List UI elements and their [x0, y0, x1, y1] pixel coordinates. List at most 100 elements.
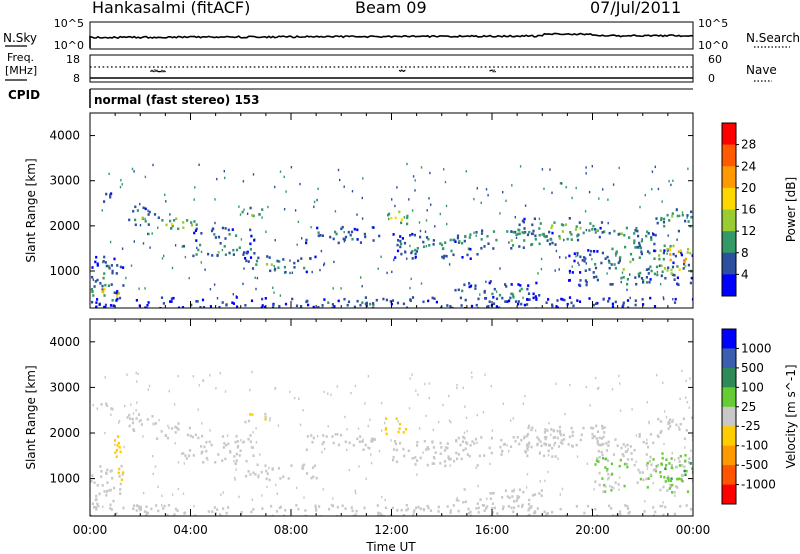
echo-pixel: [140, 423, 143, 426]
echo-pixel: [90, 479, 93, 483]
scatter-pixel: [635, 460, 637, 463]
echo-pixel: [321, 442, 324, 446]
echo-pixel: [602, 435, 605, 439]
echo-pixel: [396, 301, 400, 305]
echo-pixel: [154, 422, 158, 425]
echo-pixel: [104, 261, 107, 264]
scatter-pixel: [364, 402, 366, 405]
echo-pixel: [489, 280, 492, 283]
echo-pixel: [626, 465, 629, 469]
echo-pixel: [492, 247, 495, 250]
echo-pixel: [563, 438, 566, 441]
echo-pixel: [476, 253, 479, 256]
echo-pixel: [464, 235, 467, 239]
echo-pixel: [397, 239, 400, 242]
echo-pixel: [496, 512, 499, 515]
scatter-pixel: [223, 170, 225, 173]
echo-pixel: [264, 415, 267, 419]
x-axis-label: Time UT: [365, 540, 416, 554]
echo-pixel: [188, 426, 191, 430]
echo-pixel: [553, 221, 556, 224]
scatter-pixel: [522, 296, 524, 299]
echo-pixel: [356, 238, 359, 241]
noise-left-label: N.Sky: [3, 31, 38, 45]
scatter-pixel: [381, 495, 383, 499]
scatter-pixel: [320, 249, 323, 253]
echo-pixel: [426, 446, 429, 449]
echo-pixel: [543, 454, 546, 458]
scatter-pixel: [631, 408, 633, 411]
echo-pixel: [372, 302, 375, 305]
echo-pixel: [431, 462, 434, 465]
echo-pixel: [300, 257, 303, 260]
scatter-pixel: [672, 298, 674, 301]
scatter-pixel: [539, 480, 541, 483]
echo-pixel: [128, 424, 131, 428]
scatter-pixel: [303, 496, 305, 499]
echo-pixel: [247, 470, 250, 473]
y-tick-label: 1000: [49, 472, 80, 486]
echo-pixel: [111, 269, 114, 273]
echo-pixel: [170, 297, 173, 300]
scatter-pixel: [380, 402, 383, 405]
echo-pixel: [331, 504, 334, 508]
scatter-pixel: [139, 224, 142, 227]
echo-pixel: [492, 302, 496, 305]
echo-pixel: [129, 417, 132, 420]
echo-pixel: [475, 231, 478, 234]
echo-pixel: [600, 437, 604, 440]
scatter-pixel: [456, 383, 458, 387]
colorbar-segment: [722, 406, 736, 427]
echo-pixel: [475, 507, 478, 510]
echo-pixel: [603, 483, 606, 487]
echo-pixel: [235, 234, 238, 237]
echo-pixel: [561, 230, 564, 233]
echo-pixel: [348, 441, 351, 445]
scatter-pixel: [157, 226, 159, 229]
echo-pixel: [522, 246, 525, 249]
scatter-pixel: [333, 260, 335, 264]
echo-pixel: [681, 474, 684, 477]
scatter-pixel: [259, 453, 261, 456]
echo-pixel: [671, 420, 674, 423]
scatter-pixel: [424, 230, 427, 233]
freq-dip-point: [158, 71, 160, 73]
echo-pixel: [542, 232, 545, 236]
scatter-pixel: [420, 282, 423, 285]
echo-pixel: [315, 476, 318, 480]
colorbar-segment: [722, 144, 736, 167]
echo-pixel: [468, 236, 471, 239]
scatter-pixel: [443, 168, 445, 171]
echo-pixel: [195, 227, 198, 231]
echo-pixel: [279, 505, 282, 509]
echo-pixel: [536, 507, 539, 510]
echo-pixel: [654, 469, 658, 473]
echo-pixel: [611, 283, 614, 286]
echo-pixel: [590, 426, 593, 430]
echo-pixel: [685, 469, 688, 473]
echo-pixel: [594, 508, 597, 511]
echo-pixel: [608, 231, 611, 235]
echo-pixel: [353, 227, 356, 231]
echo-pixel: [122, 266, 125, 269]
echo-pixel: [619, 458, 622, 462]
echo-pixel: [249, 242, 252, 246]
echo-pixel: [538, 227, 541, 230]
colorbar-tick-label: 25: [741, 400, 756, 414]
echo-pixel: [608, 504, 611, 508]
echo-pixel: [101, 288, 104, 291]
scatter-pixel: [548, 421, 550, 425]
scatter-pixel: [418, 221, 421, 224]
echo-pixel: [254, 473, 257, 476]
scatter-pixel: [313, 205, 315, 209]
echo-pixel: [684, 219, 687, 223]
echo-pixel: [520, 438, 523, 442]
echo-pixel: [309, 257, 312, 260]
echo-pixel: [111, 407, 114, 411]
echo-pixel: [407, 449, 410, 453]
echo-pixel: [458, 240, 461, 243]
echo-pixel: [556, 299, 559, 302]
echo-pixel: [613, 263, 616, 266]
echo-pixel: [242, 253, 245, 256]
echo-pixel: [597, 443, 600, 446]
